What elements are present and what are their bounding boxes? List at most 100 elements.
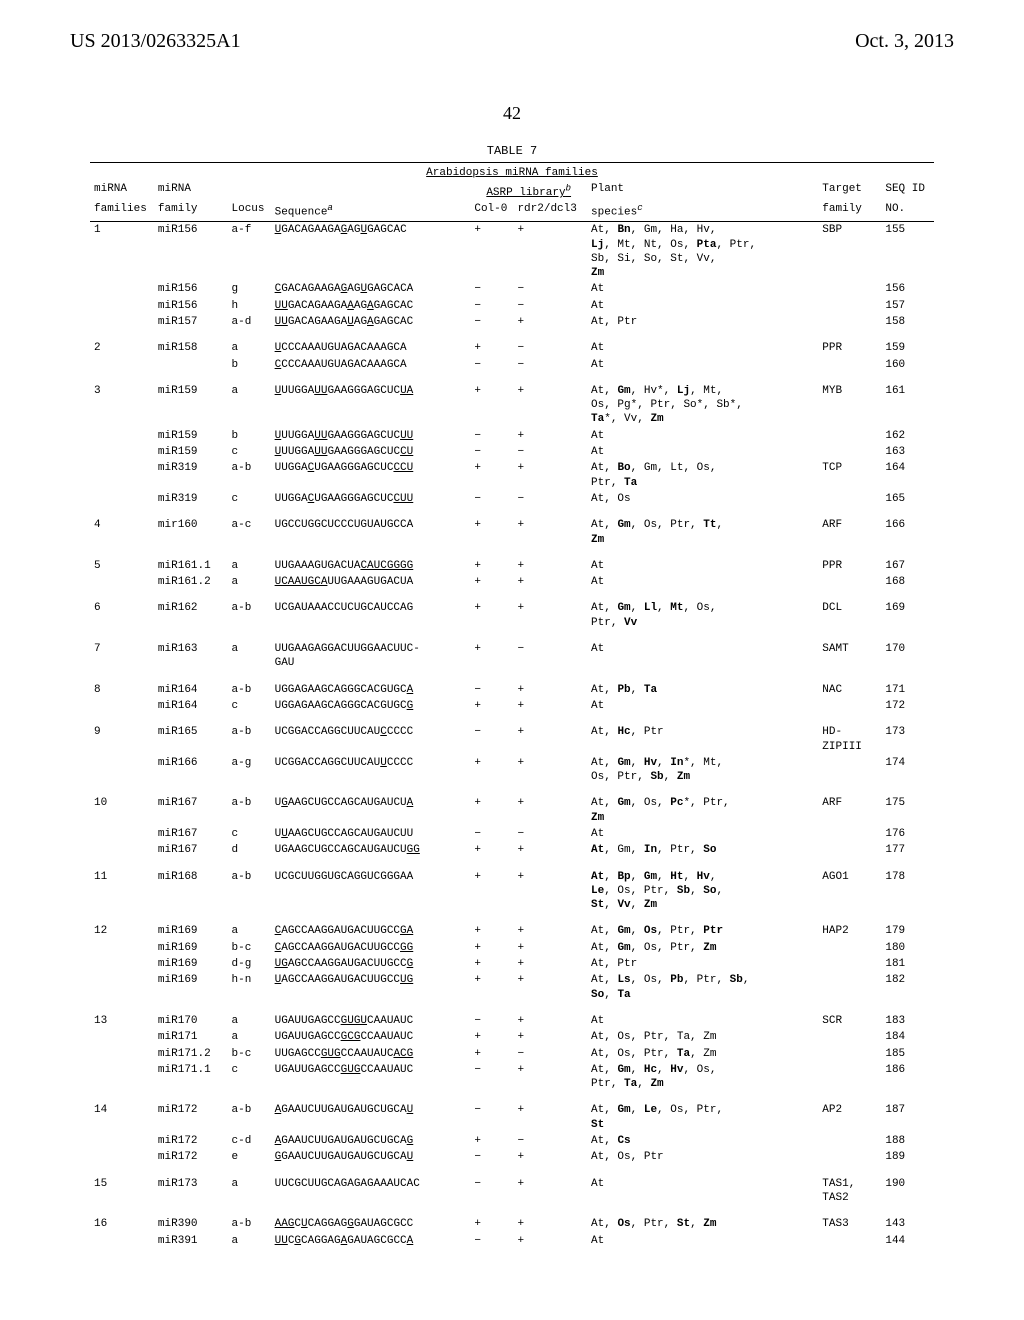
table-row: 15miR173aUUCGCUUGCAGAGAGAAAUCAC−+AtTAS1,… (90, 1176, 934, 1207)
cell-target: HAP2 (818, 923, 881, 939)
table-row: miR169b-cCAGCCAAGGAUGACUUGCCGG++At, Gm, … (90, 940, 934, 956)
cell-species: At, Cs (587, 1133, 818, 1149)
cell-family: miR173 (154, 1176, 228, 1207)
cell-seq: UUUGGAUUGAAGGGAGCUCUU (271, 428, 471, 444)
cell-seqid: 177 (881, 842, 934, 858)
cell-species: At, Gm, Hc, Hv, Os, Ptr, Ta, Zm (587, 1062, 818, 1093)
cell-target: SAMT (818, 641, 881, 672)
col-seqid-1: SEQ ID (881, 181, 934, 201)
cell-seq: AGAAUCUUGAUGAUGCUGCAG (271, 1133, 471, 1149)
col-target-1: Target (818, 181, 881, 201)
cell-col0: − (470, 1102, 513, 1133)
cell-target: MYB (818, 383, 881, 428)
cell-seqid: 162 (881, 428, 934, 444)
cell-famnum (90, 314, 154, 330)
cell-family: miR157 (154, 314, 228, 330)
table-row: miR172c-dAGAAUCUUGAUGAUGCUGCAG+−At, Cs18… (90, 1133, 934, 1149)
cell-family: miR164 (154, 682, 228, 698)
table-row (90, 1003, 934, 1013)
cell-target: ARF (818, 795, 881, 826)
cell-species: At, Gm, Os, Pc*, Ptr, Zm (587, 795, 818, 826)
cell-locus: h-n (228, 972, 271, 1003)
table-row: miR167cUUAAGCUGCCAGCAUGAUCUU−−At176 (90, 826, 934, 842)
cell-seq: UGAUUGAGCCGUGUCAAUAUC (271, 1013, 471, 1029)
col-rdr2dcl3: rdr2/dcl3 (513, 201, 587, 221)
cell-rdr: − (513, 444, 587, 460)
cell-target (818, 1133, 881, 1149)
cell-species: At, Gm, In, Ptr, So (587, 842, 818, 858)
cell-target: TCP (818, 460, 881, 491)
cell-famnum: 10 (90, 795, 154, 826)
cell-col0: + (470, 795, 513, 826)
table-row (90, 714, 934, 724)
cell-famnum: 4 (90, 517, 154, 548)
pub-number: US 2013/0263325A1 (70, 30, 241, 53)
table-row: miR157a-dUUGACAGAAGAUAGAGAGCAC−+At, Ptr1… (90, 314, 934, 330)
cell-rdr: + (513, 314, 587, 330)
cell-famnum: 15 (90, 1176, 154, 1207)
cell-col0: + (470, 1216, 513, 1232)
table-row: 9miR165a-bUCGGACCAGGCUUCAUCCCCC−+At, Hc,… (90, 724, 934, 755)
cell-col0: + (470, 1029, 513, 1045)
cell-target: ARF (818, 517, 881, 548)
cell-seqid: 161 (881, 383, 934, 428)
cell-species: At (587, 340, 818, 356)
cell-family: miR162 (154, 600, 228, 631)
cell-col0: + (470, 923, 513, 939)
cell-locus: a (228, 574, 271, 590)
cell-seq: UUUGGAUUGAAGGGAGCUCCU (271, 444, 471, 460)
cell-rdr: + (513, 383, 587, 428)
cell-locus: c-d (228, 1133, 271, 1149)
cell-locus: c (228, 1062, 271, 1093)
cell-col0: + (470, 558, 513, 574)
table-label: TABLE 7 (90, 144, 934, 158)
cell-rdr: + (513, 460, 587, 491)
cell-target (818, 1149, 881, 1165)
cell-species: At (587, 428, 818, 444)
cell-rdr: + (513, 1102, 587, 1133)
col-families: families (90, 201, 154, 221)
col-locus: Locus (228, 201, 271, 221)
cell-locus: a (228, 1233, 271, 1249)
cell-species: At, Gm, Ll, Mt, Os, Ptr, Vv (587, 600, 818, 631)
cell-species: At, Gm, Le, Os, Ptr, St (587, 1102, 818, 1133)
cell-species: At, Os, Ptr (587, 1149, 818, 1165)
cell-col0: − (470, 281, 513, 297)
cell-species: At, Ls, Os, Pb, Ptr, Sb, So, Ta (587, 972, 818, 1003)
cell-locus: a-g (228, 755, 271, 786)
cell-family: miR319 (154, 491, 228, 507)
cell-family: miR156 (154, 298, 228, 314)
cell-col0: + (470, 600, 513, 631)
cell-target (818, 314, 881, 330)
cell-rdr: + (513, 222, 587, 282)
cell-locus: b (228, 428, 271, 444)
cell-family: miR171.1 (154, 1062, 228, 1093)
table-row: miR172eGGAAUCUUGAUGAUGCUGCAU−+At, Os, Pt… (90, 1149, 934, 1165)
cell-family: miR171 (154, 1029, 228, 1045)
cell-family: miR164 (154, 698, 228, 714)
cell-family: miR167 (154, 826, 228, 842)
table-row: 11miR168a-bUCGCUUGGUGCAGGUCGGGAA++At, Bp… (90, 869, 934, 914)
table-row (90, 1092, 934, 1102)
cell-seqid: 176 (881, 826, 934, 842)
cell-locus: c (228, 491, 271, 507)
cell-famnum: 16 (90, 1216, 154, 1232)
cell-seq: UUGGACUGAAGGGAGCUCCCU (271, 460, 471, 491)
cell-famnum (90, 940, 154, 956)
cell-target: PPR (818, 340, 881, 356)
cell-seq: UGACAGAAGAGAGUGAGCAC (271, 222, 471, 282)
cell-species: At (587, 1233, 818, 1249)
cell-family: miR169 (154, 972, 228, 1003)
cell-col0: + (470, 956, 513, 972)
cell-seqid: 188 (881, 1133, 934, 1149)
table-row (90, 590, 934, 600)
cell-rdr: + (513, 1233, 587, 1249)
cell-seq: GGAAUCUUGAUGAUGCUGCAU (271, 1149, 471, 1165)
cell-family: miR167 (154, 842, 228, 858)
cell-seqid: 172 (881, 698, 934, 714)
cell-seq: CCCCAAAUGUAGACAAAGCA (271, 357, 471, 373)
cell-target (818, 428, 881, 444)
cell-seqid: 163 (881, 444, 934, 460)
cell-famnum (90, 698, 154, 714)
cell-col0: − (470, 444, 513, 460)
